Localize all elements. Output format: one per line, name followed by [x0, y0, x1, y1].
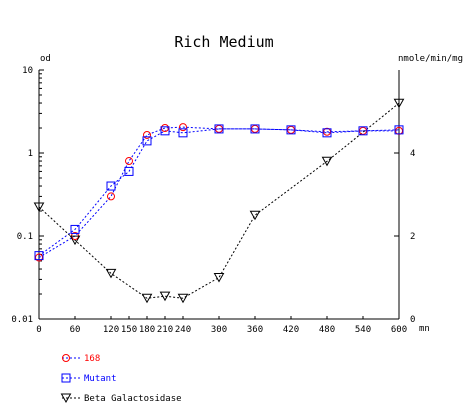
y-tick-label: 10 — [22, 66, 33, 76]
legend-label: 168 — [84, 354, 100, 364]
data-point-triangle — [141, 293, 153, 304]
y-tick-label: 0.01 — [11, 315, 33, 325]
data-point-square — [124, 166, 134, 176]
data-point-circle — [62, 354, 70, 362]
series-markers — [33, 98, 405, 304]
data-point-square — [61, 373, 71, 383]
y2-tick-label: 4 — [410, 149, 415, 159]
x-tick-label: 600 — [391, 325, 407, 335]
data-point-square — [178, 128, 188, 138]
data-point-triangle — [249, 210, 261, 221]
data-point-triangle — [393, 98, 405, 109]
data-point-square — [214, 124, 224, 134]
series-line — [38, 102, 400, 299]
data-point-square — [394, 125, 404, 135]
data-point-square — [142, 136, 152, 146]
data-point-square — [250, 124, 260, 134]
data-point-triangle — [321, 156, 333, 167]
x-tick-label: 240 — [175, 325, 191, 335]
chart-title: Rich Medium — [174, 33, 273, 51]
data-point-triangle — [69, 235, 81, 246]
data-point-circle — [107, 192, 115, 201]
y-tick-label: 0.1 — [17, 232, 33, 242]
data-point-circle — [179, 123, 187, 132]
data-point-square — [322, 128, 332, 138]
data-point-circle — [125, 157, 133, 166]
data-point-triangle — [33, 202, 45, 212]
x-tick-label: 0 — [36, 325, 41, 335]
series-lines — [38, 102, 400, 299]
x-tick-label: 210 — [157, 325, 173, 335]
data-point-circle — [143, 130, 151, 139]
data-point-square — [160, 126, 170, 136]
data-point-triangle — [177, 293, 189, 304]
x-tick-label: 300 — [211, 325, 227, 335]
y-tick-label: 1 — [28, 149, 33, 159]
data-point-triangle — [60, 393, 72, 404]
series-line — [38, 128, 400, 257]
data-point-square — [34, 251, 44, 261]
x-tick-label: 360 — [247, 325, 263, 335]
x-tick-label: 180 — [139, 325, 155, 335]
x-tick-label: 540 — [355, 325, 371, 335]
y2-axis-label: nmole/min/mg — [398, 54, 463, 64]
y2-tick-label: 2 — [410, 232, 415, 242]
data-point-square — [106, 181, 116, 191]
axis-ticks: 0 60 120 150 180 210 240 300 360 420 480 540 6000.01… — [11, 66, 415, 335]
x-tick-label: 480 — [319, 325, 335, 335]
x-tick-label: 60 — [70, 325, 81, 335]
x-tick-label: 150 — [121, 325, 137, 335]
data-point-square — [358, 126, 368, 136]
legend-label: Beta Galactosidase — [84, 394, 182, 404]
y2-tick-label: 0 — [410, 315, 415, 325]
y-axis-label: od — [40, 54, 51, 64]
data-point-square — [286, 125, 296, 135]
legend-label: Mutant — [84, 374, 117, 384]
x-axis-label: mn — [419, 324, 430, 334]
series-line — [38, 126, 399, 258]
x-tick-label: 420 — [283, 325, 299, 335]
legend: 168 Mutant Beta Galactosidase — [60, 354, 182, 404]
data-point-square — [70, 224, 80, 234]
data-point-triangle — [105, 268, 117, 279]
data-point-triangle — [159, 291, 171, 302]
x-tick-label: 120 — [103, 325, 119, 335]
data-point-triangle — [213, 273, 225, 283]
